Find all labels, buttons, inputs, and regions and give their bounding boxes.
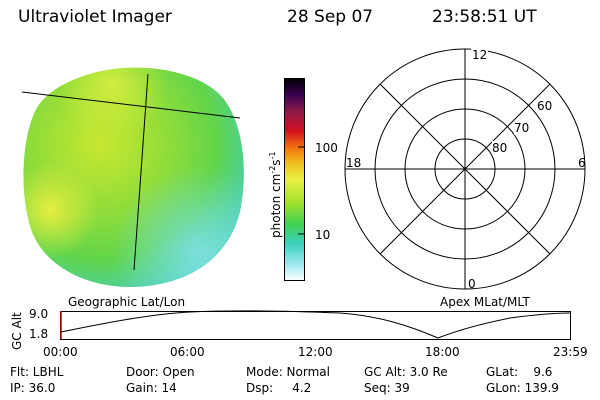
info-glat: GLat: 9.6 xyxy=(486,365,553,379)
lat-label-80: 80 xyxy=(492,141,508,155)
altitude-plot xyxy=(60,310,571,340)
info-flt: Flt: LBHL xyxy=(10,365,64,379)
info-mode: Mode: Normal xyxy=(246,365,330,379)
lat-line xyxy=(21,91,241,119)
polar-plot xyxy=(344,48,586,290)
image-caption: Geographic Lat/Lon xyxy=(68,295,186,309)
lon-line xyxy=(133,73,149,271)
mlt-label-12: 12 xyxy=(471,48,489,62)
color-bar xyxy=(284,78,305,281)
app-title: Ultraviolet Imager xyxy=(18,7,172,27)
info-dsp: Dsp: 4.2 xyxy=(246,381,312,395)
colorbar-tick-100: 100 xyxy=(315,141,338,155)
colorbar-tick-10: 10 xyxy=(315,228,331,242)
alt-xtick-1800: 18:00 xyxy=(425,345,460,359)
lat-label-70: 70 xyxy=(514,121,530,135)
info-glon: GLon: 139.9 xyxy=(486,381,559,395)
alt-xtick-1200: 12:00 xyxy=(298,345,333,359)
alt-ytick-9: 9.0 xyxy=(29,307,49,321)
info-gcalt: GC Alt: 3.0 Re xyxy=(364,365,448,379)
lat-label-60: 60 xyxy=(537,99,553,113)
time-label: 23:58:51 UT xyxy=(432,7,537,27)
mlt-label-0: 0 xyxy=(468,277,476,291)
polar-caption: Apex MLat/MLT xyxy=(440,295,530,309)
mlt-label-18: 18 xyxy=(346,156,362,170)
colorbar-unit-label: photon cm-2s-1 xyxy=(268,151,283,238)
info-seq: Seq: 39 xyxy=(364,381,410,395)
date-label: 28 Sep 07 xyxy=(287,7,374,27)
info-gain: Gain: 14 xyxy=(126,381,177,395)
alt-xtick-2359: 23:59 xyxy=(553,345,588,359)
alt-plot-ylabel: GC Alt xyxy=(10,312,24,350)
alt-ytick-1: 1.8 xyxy=(29,327,49,341)
alt-xtick-0600: 06:00 xyxy=(170,345,205,359)
alt-xtick-0000: 00:00 xyxy=(43,345,78,359)
uv-image xyxy=(21,67,244,288)
mlt-label-6: 6 xyxy=(578,156,586,170)
info-ip: IP: 36.0 xyxy=(10,381,56,395)
info-door: Door: Open xyxy=(126,365,195,379)
